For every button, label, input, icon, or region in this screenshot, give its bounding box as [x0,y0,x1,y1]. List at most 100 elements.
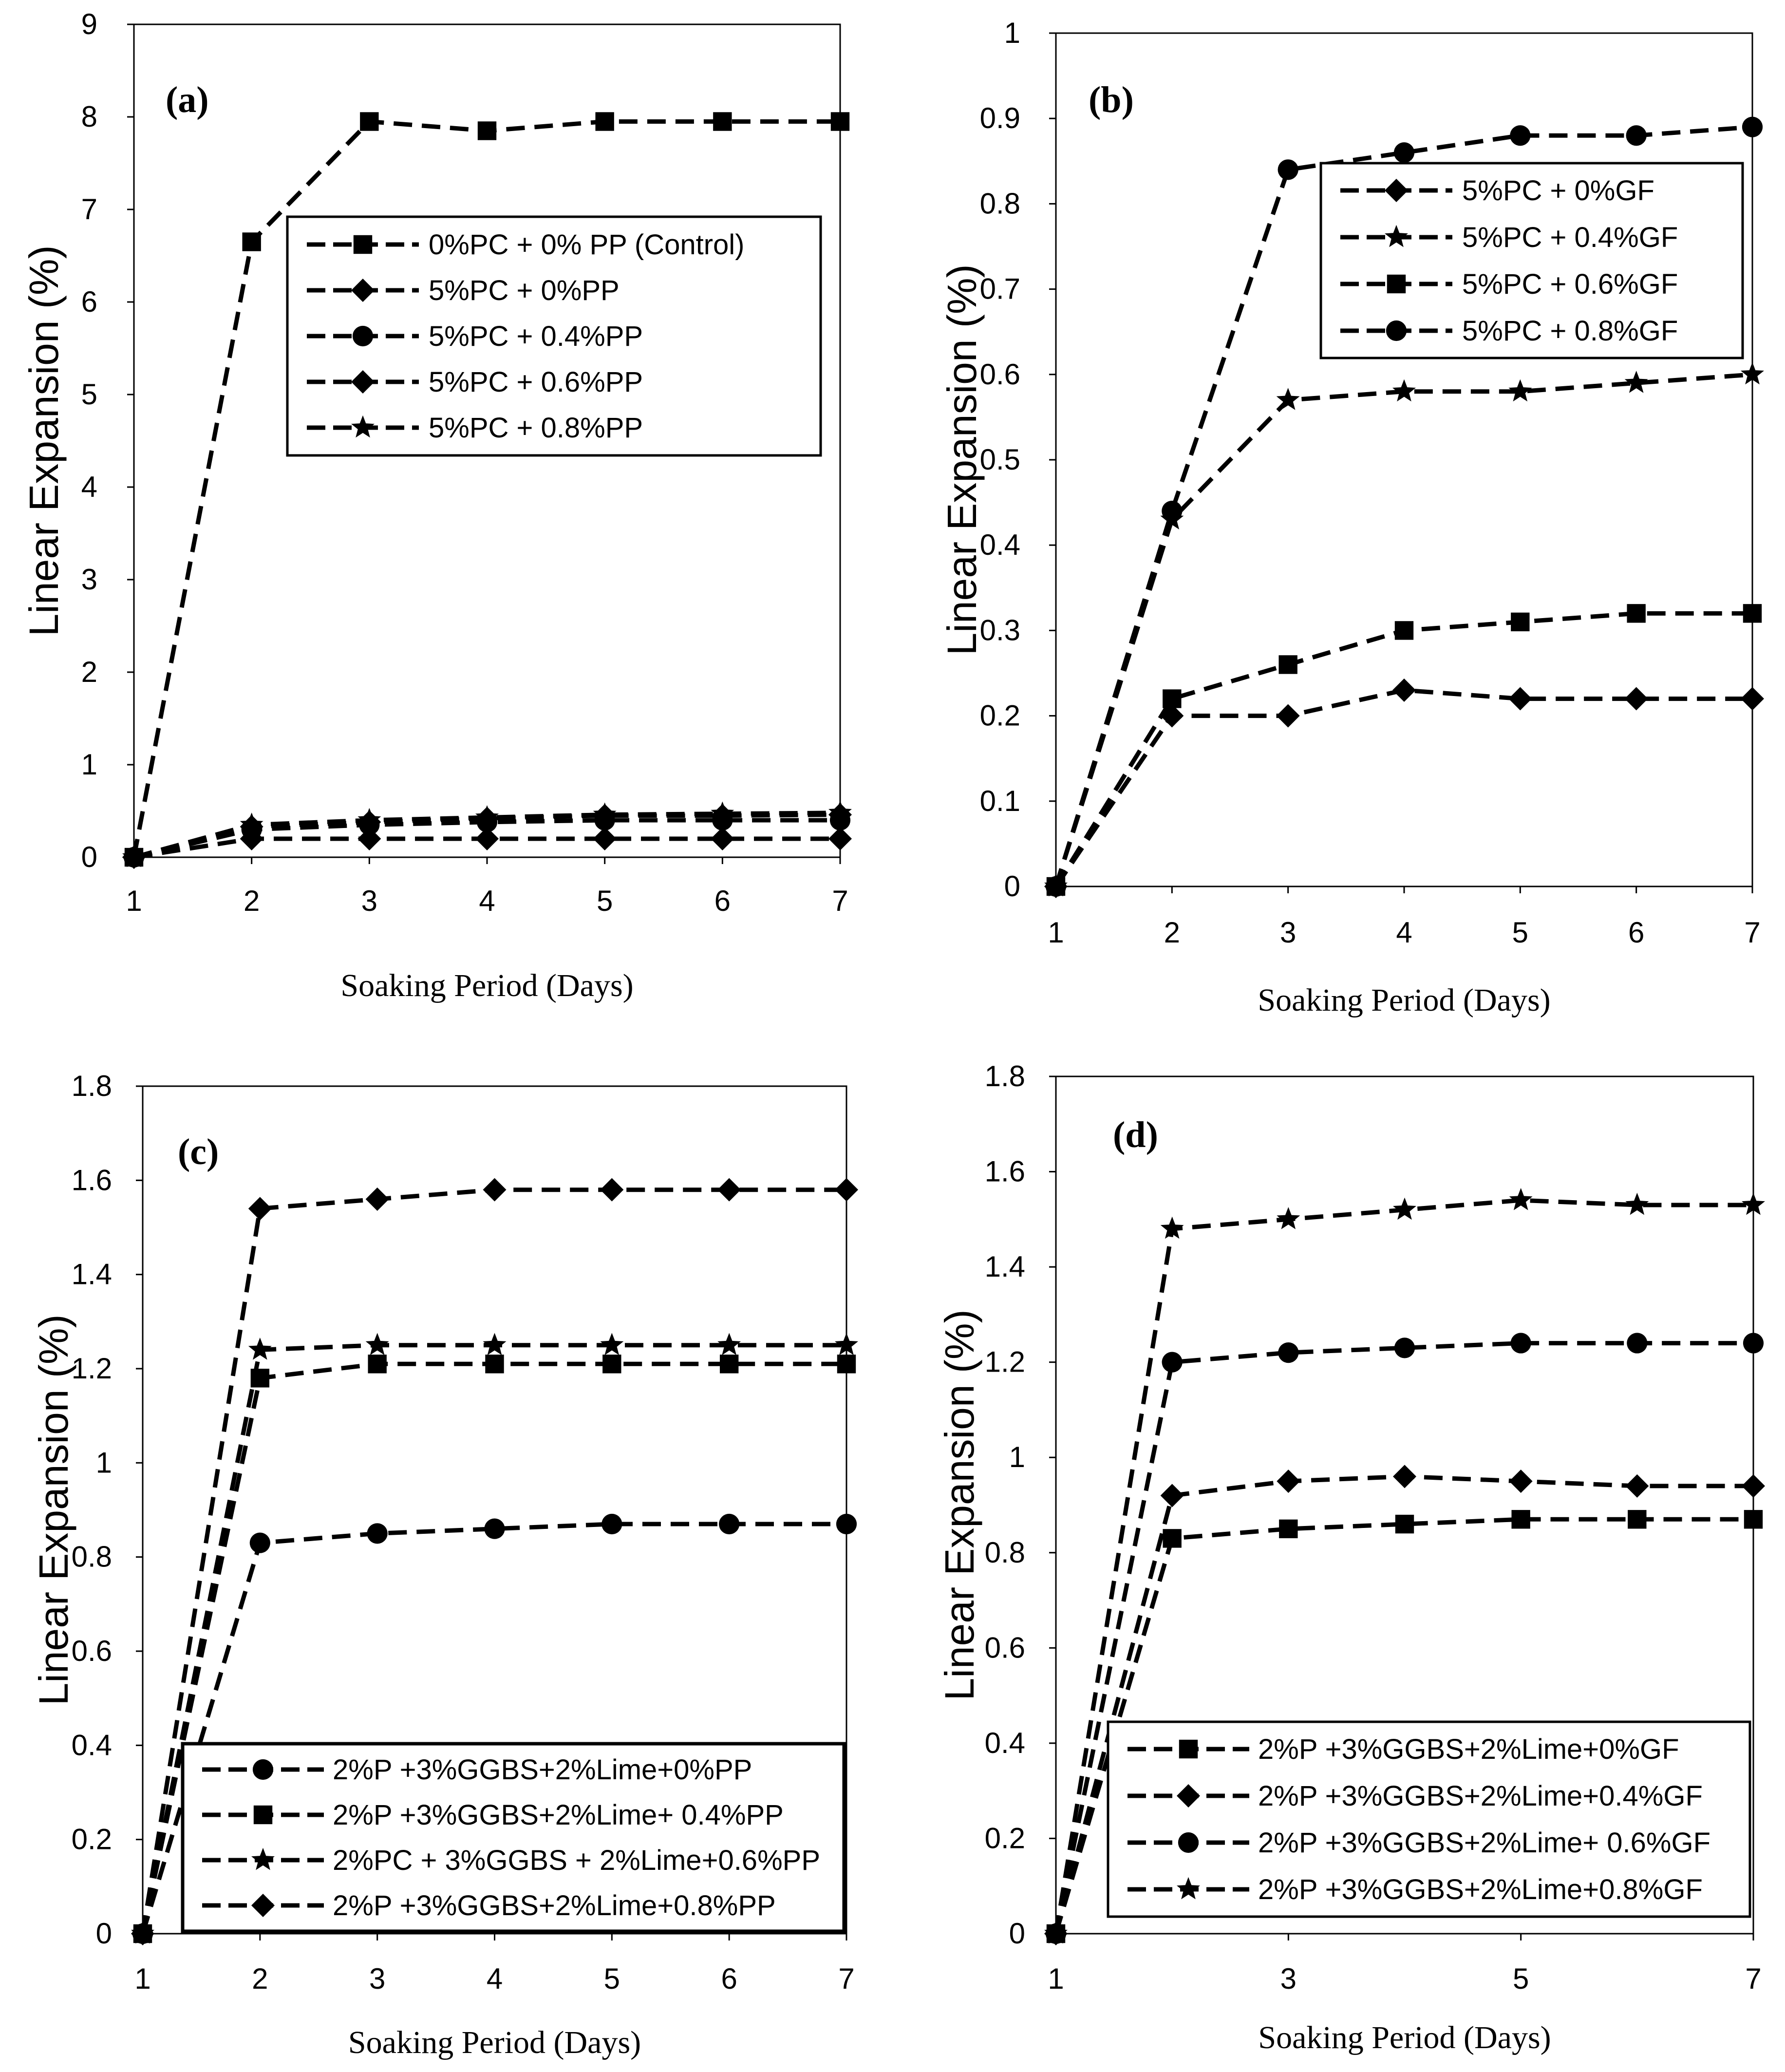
x-tick-label: 1 [126,885,142,917]
legend-item: 2%P +3%GGBS+2%Lime+0.4%GF [1127,1780,1703,1812]
data-point [1627,604,1646,623]
legend-marker [1179,1739,1198,1759]
x-tick-label: 7 [838,1962,854,1995]
y-tick-label: 0.2 [985,1822,1025,1854]
data-point [1742,116,1763,137]
data-point [131,1922,154,1945]
data-point [1511,1510,1530,1529]
data-point [1627,1333,1648,1354]
data-point [593,802,617,825]
data-point [1741,362,1764,385]
x-tick-label: 6 [1628,916,1644,949]
x-axis-title: Soaking Period (Days) [1258,2020,1551,2055]
data-point [1162,501,1183,522]
y-tick-label: 1 [81,748,97,781]
x-tick-label: 4 [487,1962,503,1995]
legend-label: 5%PC + 0.8%GF [1462,315,1678,347]
y-tick-label: 0.7 [980,273,1020,305]
data-point [1392,379,1416,402]
legend-marker [1177,1877,1200,1900]
data-point [1509,1188,1533,1210]
data-point [1744,1510,1763,1529]
data-point [483,1333,507,1356]
data-point [1162,1352,1183,1373]
legend-label: 5%PC + 0.8%PP [429,412,643,444]
data-point [1625,1192,1649,1215]
y-tick-label: 1.2 [985,1346,1025,1378]
data-point [711,827,734,850]
chart-panel-3: 0 0.2 0.4 0.6 0.8 1 1.2 1.4 1.6 1.8 1 2 3 4 5 6 7 Soaking… [31,1070,858,2060]
chart-panel-2: 0 0.1 0.2 0.3 0.4 0.5 0.6 0.7 0.8 0.9 1 1 2 3 4 5 6 7 Soak… [939,17,1764,1018]
y-axis-title: Linear Expansion (%) [21,245,67,636]
legend-marker [252,1759,274,1780]
data-point [836,1513,857,1535]
series-4 [131,1178,858,1945]
legend-item: 5%PC + 0%GF [1340,175,1654,207]
legend-marker [1385,225,1408,247]
y-tick-label: 9 [81,8,97,40]
data-point [1393,1197,1416,1220]
data-point [1625,1474,1649,1498]
x-tick-label: 2 [252,1962,268,1995]
legend-marker [251,1894,275,1917]
x-tick-label: 1 [1048,916,1064,949]
x-tick-label: 5 [1512,916,1528,949]
legend-label: 0%PC + 0% PP (Control) [429,229,744,261]
data-point [1278,159,1298,180]
data-point [1509,1469,1533,1493]
data-point [1278,1342,1299,1363]
y-tick-label: 1.8 [72,1070,112,1102]
y-tick-label: 0.6 [72,1635,112,1667]
y-axis-title: Linear Expansion (%) [939,264,985,655]
series-4 [1045,116,1763,897]
data-point [1742,1192,1765,1215]
x-tick-label: 3 [1280,916,1296,949]
y-tick-label: 0.8 [980,187,1020,220]
data-point [367,1523,388,1544]
legend-marker [353,235,373,254]
data-point [830,112,850,131]
legend-marker [251,1847,275,1870]
data-point [1044,1921,1068,1944]
data-point [600,1333,624,1356]
y-tick-label: 0.1 [980,785,1020,817]
data-point [1394,1337,1415,1358]
data-point [600,1178,624,1202]
legend-marker [1177,1784,1200,1808]
legend-item: 2%P +3%GGBS+2%Lime+0%PP [202,1754,752,1786]
x-tick-label: 7 [1745,1962,1761,1995]
data-point [1393,142,1415,163]
data-point [365,1333,389,1356]
legend-item: 2%P +3%GGBS+2%Lime+0.8%GF [1127,1874,1703,1905]
legend-item: 2%P +3%GGBS+2%Lime+0.8%PP [202,1890,776,1921]
data-point [1393,1465,1416,1488]
legend-marker [1385,179,1408,202]
x-tick-label: 6 [721,1962,737,1995]
y-tick-label: 1 [1009,1441,1025,1473]
legend-label: 2%P +3%GGBS+2%Lime+0%GF [1258,1733,1679,1765]
y-axis-title: Linear Expansion (%) [937,1309,982,1700]
legend-label: 2%P +3%GGBS+2%Lime+0.4%GF [1258,1780,1703,1812]
legend-marker [253,1805,273,1825]
data-point [360,112,379,131]
data-point [475,827,499,850]
legend-label: 5%PC + 0.4%GF [1462,222,1678,253]
y-tick-label: 1.8 [985,1060,1025,1093]
legend-label: 2%P +3%GGBS+2%Lime+0.8%PP [333,1890,776,1921]
plot-frame [1055,1075,1754,1935]
series-5 [122,800,852,867]
y-tick-label: 8 [81,100,97,133]
y-tick-label: 6 [81,285,97,318]
panel-label: (b) [1089,79,1134,120]
data-point [249,1532,270,1553]
legend-frame [1107,1720,1751,1918]
data-point [484,1518,505,1539]
data-point [242,232,261,251]
legend-label: 5%PC + 0.4%PP [429,320,643,352]
data-point [1394,621,1414,640]
data-point [1510,125,1531,146]
x-tick-label: 5 [604,1962,620,1995]
x-tick-label: 5 [597,885,613,917]
x-axis-title: Soaking Period (Days) [1258,982,1550,1018]
data-point [1392,678,1416,702]
